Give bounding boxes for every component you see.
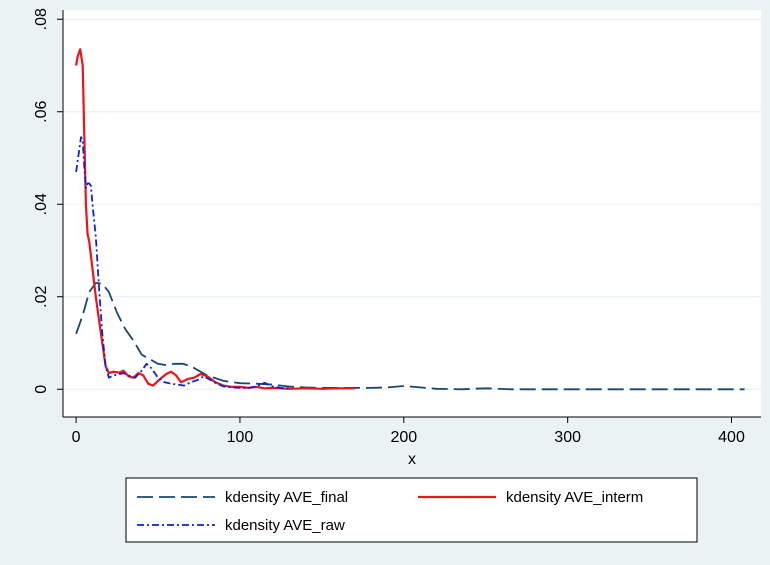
plot-area [63, 10, 761, 417]
x-tick-label-4: 400 [718, 429, 745, 446]
y-tick-label-0: 0 [33, 385, 50, 394]
y-tick-label-4: .08 [33, 8, 50, 30]
legend-label-1: kdensity AVE_interm [506, 489, 643, 506]
y-tick-label-1: .02 [33, 286, 50, 308]
series-lines [75, 48, 745, 391]
legend-box [125, 477, 698, 543]
x-tick-label-2: 200 [390, 429, 417, 446]
series-line-2 [75, 136, 290, 390]
legend-label-0: kdensity AVE_final [225, 489, 348, 506]
legend: kdensity AVE_final kdensity AVE_intermkde… [125, 477, 698, 543]
x-tick-label-3: 300 [554, 429, 581, 446]
y-tick-label-2: .04 [33, 193, 50, 215]
x-tick-label-0: 0 [72, 429, 81, 446]
x-tick-label-1: 100 [227, 429, 254, 446]
y-tick-label-3: .06 [33, 101, 50, 123]
axes: 0 .02 .04 .06 .08 0 100 200 300 400 [33, 8, 761, 446]
series-line-0 [75, 282, 745, 391]
x-axis-title: x [408, 451, 416, 468]
legend-label-2: kdensity AVE_raw [225, 517, 345, 534]
